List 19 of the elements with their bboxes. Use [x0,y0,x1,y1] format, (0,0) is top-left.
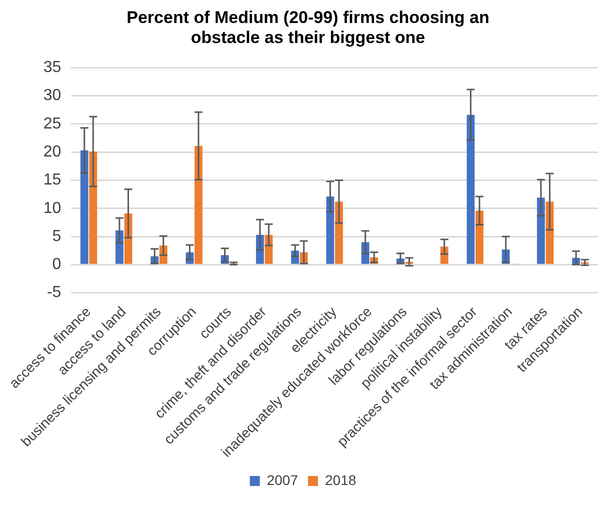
y-tick-label: 0 [52,256,62,274]
bar [536,198,545,264]
y-tick-label: -5 [46,284,62,302]
y-tick-label: 15 [43,172,62,189]
y-tick-label: 25 [43,115,62,132]
y-tick-label: 30 [43,87,62,104]
bar [335,202,343,264]
y-tick-label: 35 [43,59,62,76]
bar [194,146,202,264]
bar [89,152,98,264]
legend-label: 2007 [266,472,298,488]
chart-title: Percent of Medium (20-99) firms choosing an obstacle as their biggest one [126,8,490,48]
bar [476,210,484,264]
legend-label: 2018 [325,472,356,488]
y-tick-label: 10 [43,200,62,217]
y-tick-label: 5 [52,228,62,245]
bar [80,150,88,264]
y-tick-label: 20 [43,143,62,160]
bar [466,114,475,264]
